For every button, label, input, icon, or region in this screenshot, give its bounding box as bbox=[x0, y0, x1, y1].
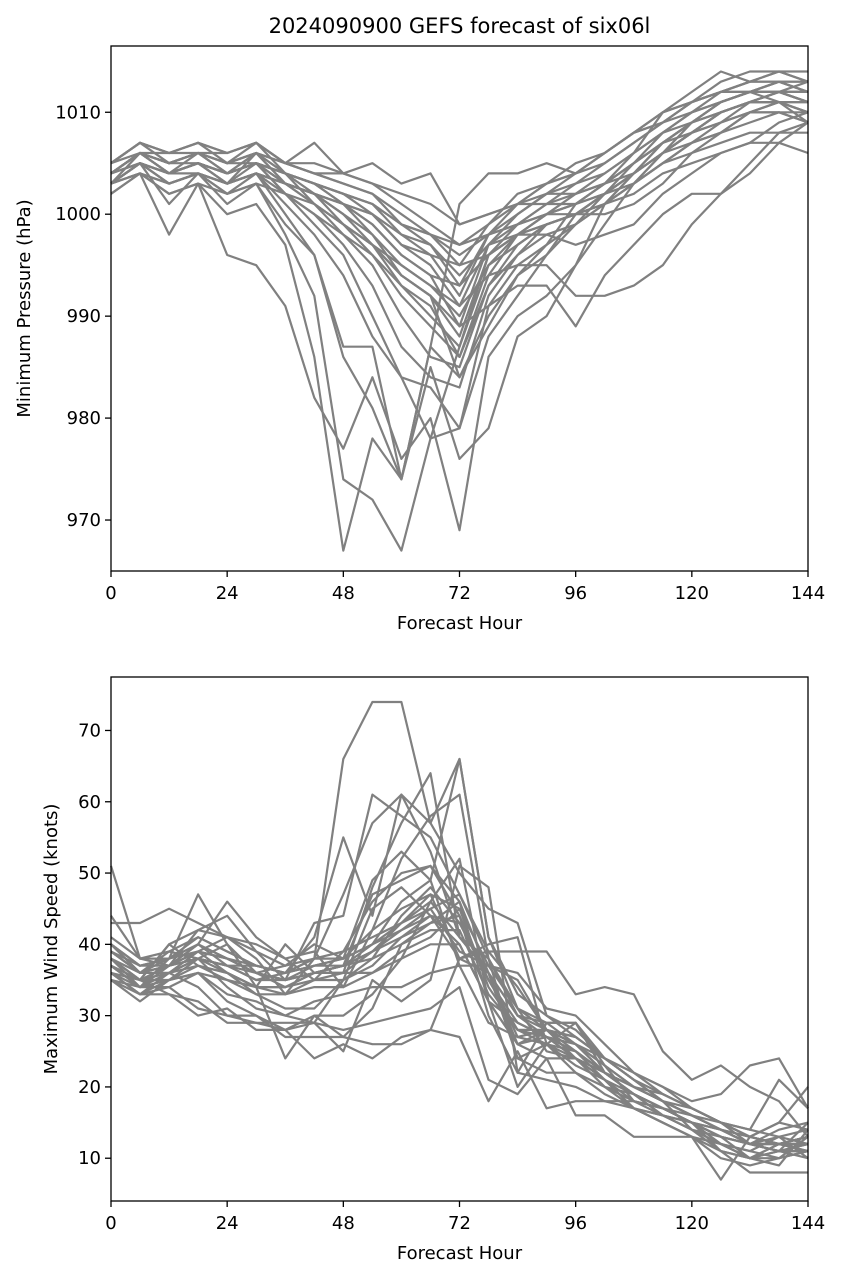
pressure-x-tick-label: 96 bbox=[564, 583, 587, 604]
pressure-member-line-30 bbox=[110, 90, 809, 226]
pressure-y-tick-label: 970 bbox=[67, 510, 101, 531]
pressure-axes-frame bbox=[110, 45, 809, 572]
pressure-panel: 0 24 48 72 96 120 144 970 980 990 1000 1010 Forecas… bbox=[14, 45, 825, 634]
wind-y-tick-label: 10 bbox=[78, 1148, 101, 1169]
wind-member-line-16 bbox=[110, 978, 808, 1174]
wind-member-line-30 bbox=[110, 914, 809, 1153]
pressure-y-tick-label: 990 bbox=[67, 306, 101, 327]
wind-y-tick-label: 60 bbox=[78, 792, 101, 813]
pressure-y-tick-label: 1000 bbox=[55, 204, 101, 225]
wind-axes-frame bbox=[110, 676, 809, 1202]
wind-x-tick-label: 48 bbox=[332, 1213, 355, 1234]
pressure-x-axis-label: Forecast Hour bbox=[397, 613, 523, 634]
wind-x-tick-label: 96 bbox=[564, 1213, 587, 1234]
wind-x-tick-label: 72 bbox=[448, 1213, 471, 1234]
pressure-x-tick-label: 72 bbox=[448, 583, 471, 604]
wind-y-tick-label: 30 bbox=[78, 1006, 101, 1027]
wind-series-group bbox=[109, 700, 809, 1181]
wind-panel: 0 24 48 72 96 120 144 10 20 30 40 50 60 70 Forecast H… bbox=[41, 676, 825, 1264]
pressure-ticks: 0 24 48 72 96 120 144 970 980 990 1000 1010 bbox=[55, 102, 825, 604]
wind-x-tick-label: 0 bbox=[105, 1213, 116, 1234]
pressure-y-tick-label: 980 bbox=[67, 408, 101, 429]
pressure-x-tick-label: 48 bbox=[332, 583, 355, 604]
wind-y-tick-label: 40 bbox=[78, 934, 101, 955]
wind-y-axis-label: Maximum Wind Speed (knots) bbox=[41, 804, 62, 1075]
pressure-x-tick-label: 144 bbox=[791, 583, 825, 604]
pressure-member-line-26 bbox=[110, 121, 809, 308]
wind-member-line-29 bbox=[110, 893, 809, 1146]
wind-y-tick-label: 70 bbox=[78, 720, 101, 741]
wind-x-axis-label: Forecast Hour bbox=[397, 1243, 523, 1264]
wind-x-tick-label: 24 bbox=[216, 1213, 239, 1234]
pressure-y-axis-label: Minimum Pressure (hPa) bbox=[14, 199, 35, 417]
wind-member-line-17 bbox=[110, 971, 809, 1181]
chart-title: 2024090900 GEFS forecast of six06l bbox=[269, 14, 651, 38]
pressure-y-tick-label: 1010 bbox=[55, 102, 101, 123]
wind-y-tick-label: 20 bbox=[78, 1077, 101, 1098]
wind-ticks: 0 24 48 72 96 120 144 10 20 30 40 50 60 70 bbox=[78, 720, 825, 1234]
pressure-x-tick-label: 120 bbox=[675, 583, 709, 604]
wind-y-tick-label: 50 bbox=[78, 863, 101, 884]
wind-x-tick-label: 144 bbox=[791, 1213, 825, 1234]
pressure-member-line-28 bbox=[110, 111, 809, 267]
pressure-x-tick-label: 0 bbox=[105, 583, 116, 604]
wind-x-tick-label: 120 bbox=[675, 1213, 709, 1234]
pressure-x-tick-label: 24 bbox=[216, 583, 239, 604]
pressure-series-group bbox=[110, 70, 809, 552]
